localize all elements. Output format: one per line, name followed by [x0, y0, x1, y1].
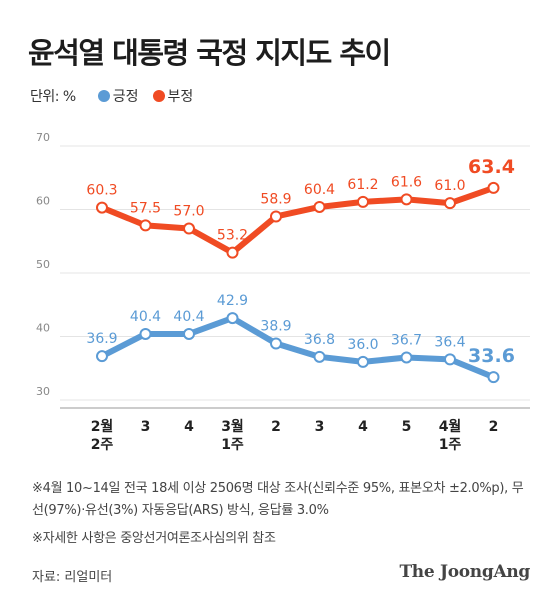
- data-label: 36.8: [304, 332, 335, 348]
- data-point: [183, 327, 195, 340]
- source-label: 자료: 리얼미터: [32, 570, 113, 585]
- data-label: 60.4: [304, 182, 335, 198]
- data-point: [313, 200, 326, 213]
- data-point: [226, 246, 239, 259]
- data-point: [400, 351, 413, 364]
- brand-logo: The JoongAng: [399, 562, 530, 582]
- data-label: 40.4: [130, 309, 161, 325]
- data-label: 36.9: [86, 331, 117, 347]
- unit-label: 단위: %: [30, 89, 76, 105]
- data-point: [270, 210, 282, 223]
- data-point: [444, 353, 456, 366]
- data-label: 36.0: [347, 337, 378, 353]
- y-tick-label: 30: [36, 385, 50, 398]
- data-label: 53.2: [217, 228, 248, 244]
- data-label: 38.9: [260, 318, 291, 334]
- data-label: 36.4: [434, 334, 465, 350]
- legend-item-negative: 부정: [152, 86, 194, 106]
- data-label: 33.6: [468, 345, 515, 367]
- x-tick-label: 4: [184, 419, 194, 435]
- data-point: [139, 219, 152, 232]
- x-tick-label: 4: [358, 419, 368, 435]
- data-label: 58.9: [260, 191, 291, 207]
- data-label: 63.4: [468, 156, 515, 178]
- data-label: 40.4: [173, 309, 204, 325]
- legend-dot-negative: [152, 90, 165, 102]
- legend-label-positive: 긍정: [112, 89, 139, 105]
- data-label: 42.9: [217, 293, 248, 309]
- data-point: [183, 222, 195, 235]
- y-tick-label: 50: [36, 258, 50, 271]
- data-point: [96, 350, 108, 363]
- series-line-negative: [99, 184, 497, 256]
- data-point: [357, 195, 369, 208]
- y-tick-label: 70: [36, 131, 50, 144]
- data-label: 36.7: [391, 332, 422, 348]
- footnote-survey: ※4월 10~14일 전국 18세 이상 2506명 대상 조사(신뢰수준 95…: [32, 481, 524, 518]
- data-point: [96, 201, 108, 214]
- legend-label-negative: 부정: [167, 89, 194, 105]
- data-point: [313, 350, 326, 363]
- x-tick-label: 3: [141, 419, 151, 435]
- chart-title: 윤석열 대통령 국정 지지도 추이: [28, 36, 391, 70]
- x-tick-label: 5: [402, 419, 412, 435]
- data-label: 61.2: [347, 177, 378, 193]
- footnotes: ※4월 10~14일 전국 18세 이상 2506명 대상 조사(신뢰수준 95…: [32, 478, 532, 550]
- data-label: 61.6: [391, 174, 422, 190]
- legend: 단위: % 긍정 부정: [30, 85, 207, 107]
- data-point: [357, 355, 369, 368]
- x-tick-label: 2월: [91, 418, 114, 435]
- data-point: [487, 181, 500, 194]
- data-label: 61.0: [434, 178, 465, 194]
- x-tick-label: 2주: [91, 437, 114, 453]
- data-point: [487, 371, 500, 384]
- x-tick-label: 3월: [221, 418, 244, 435]
- footnote-reference: ※자세한 사항은 중앙선거여론조사심의위 참조: [32, 531, 276, 546]
- x-tick-label: 1주: [439, 437, 462, 453]
- legend-item-positive: 긍정: [97, 86, 139, 106]
- data-label: 60.3: [86, 183, 117, 199]
- data-point: [226, 312, 239, 325]
- x-tick-label: 3: [315, 419, 325, 435]
- data-point: [400, 193, 413, 206]
- series-line-positive: [99, 315, 497, 381]
- data-point: [139, 327, 152, 340]
- y-tick-label: 60: [36, 195, 50, 208]
- x-tick-label: 2: [271, 419, 281, 435]
- data-label: 57.5: [130, 200, 161, 216]
- data-point: [270, 337, 282, 350]
- data-point: [444, 197, 456, 210]
- legend-dot-positive: [97, 90, 110, 102]
- x-tick-label: 1주: [221, 437, 244, 453]
- x-tick-label: 2: [489, 419, 499, 435]
- data-label: 57.0: [173, 204, 204, 220]
- x-tick-label: 4월: [439, 418, 462, 435]
- y-tick-label: 40: [36, 322, 50, 335]
